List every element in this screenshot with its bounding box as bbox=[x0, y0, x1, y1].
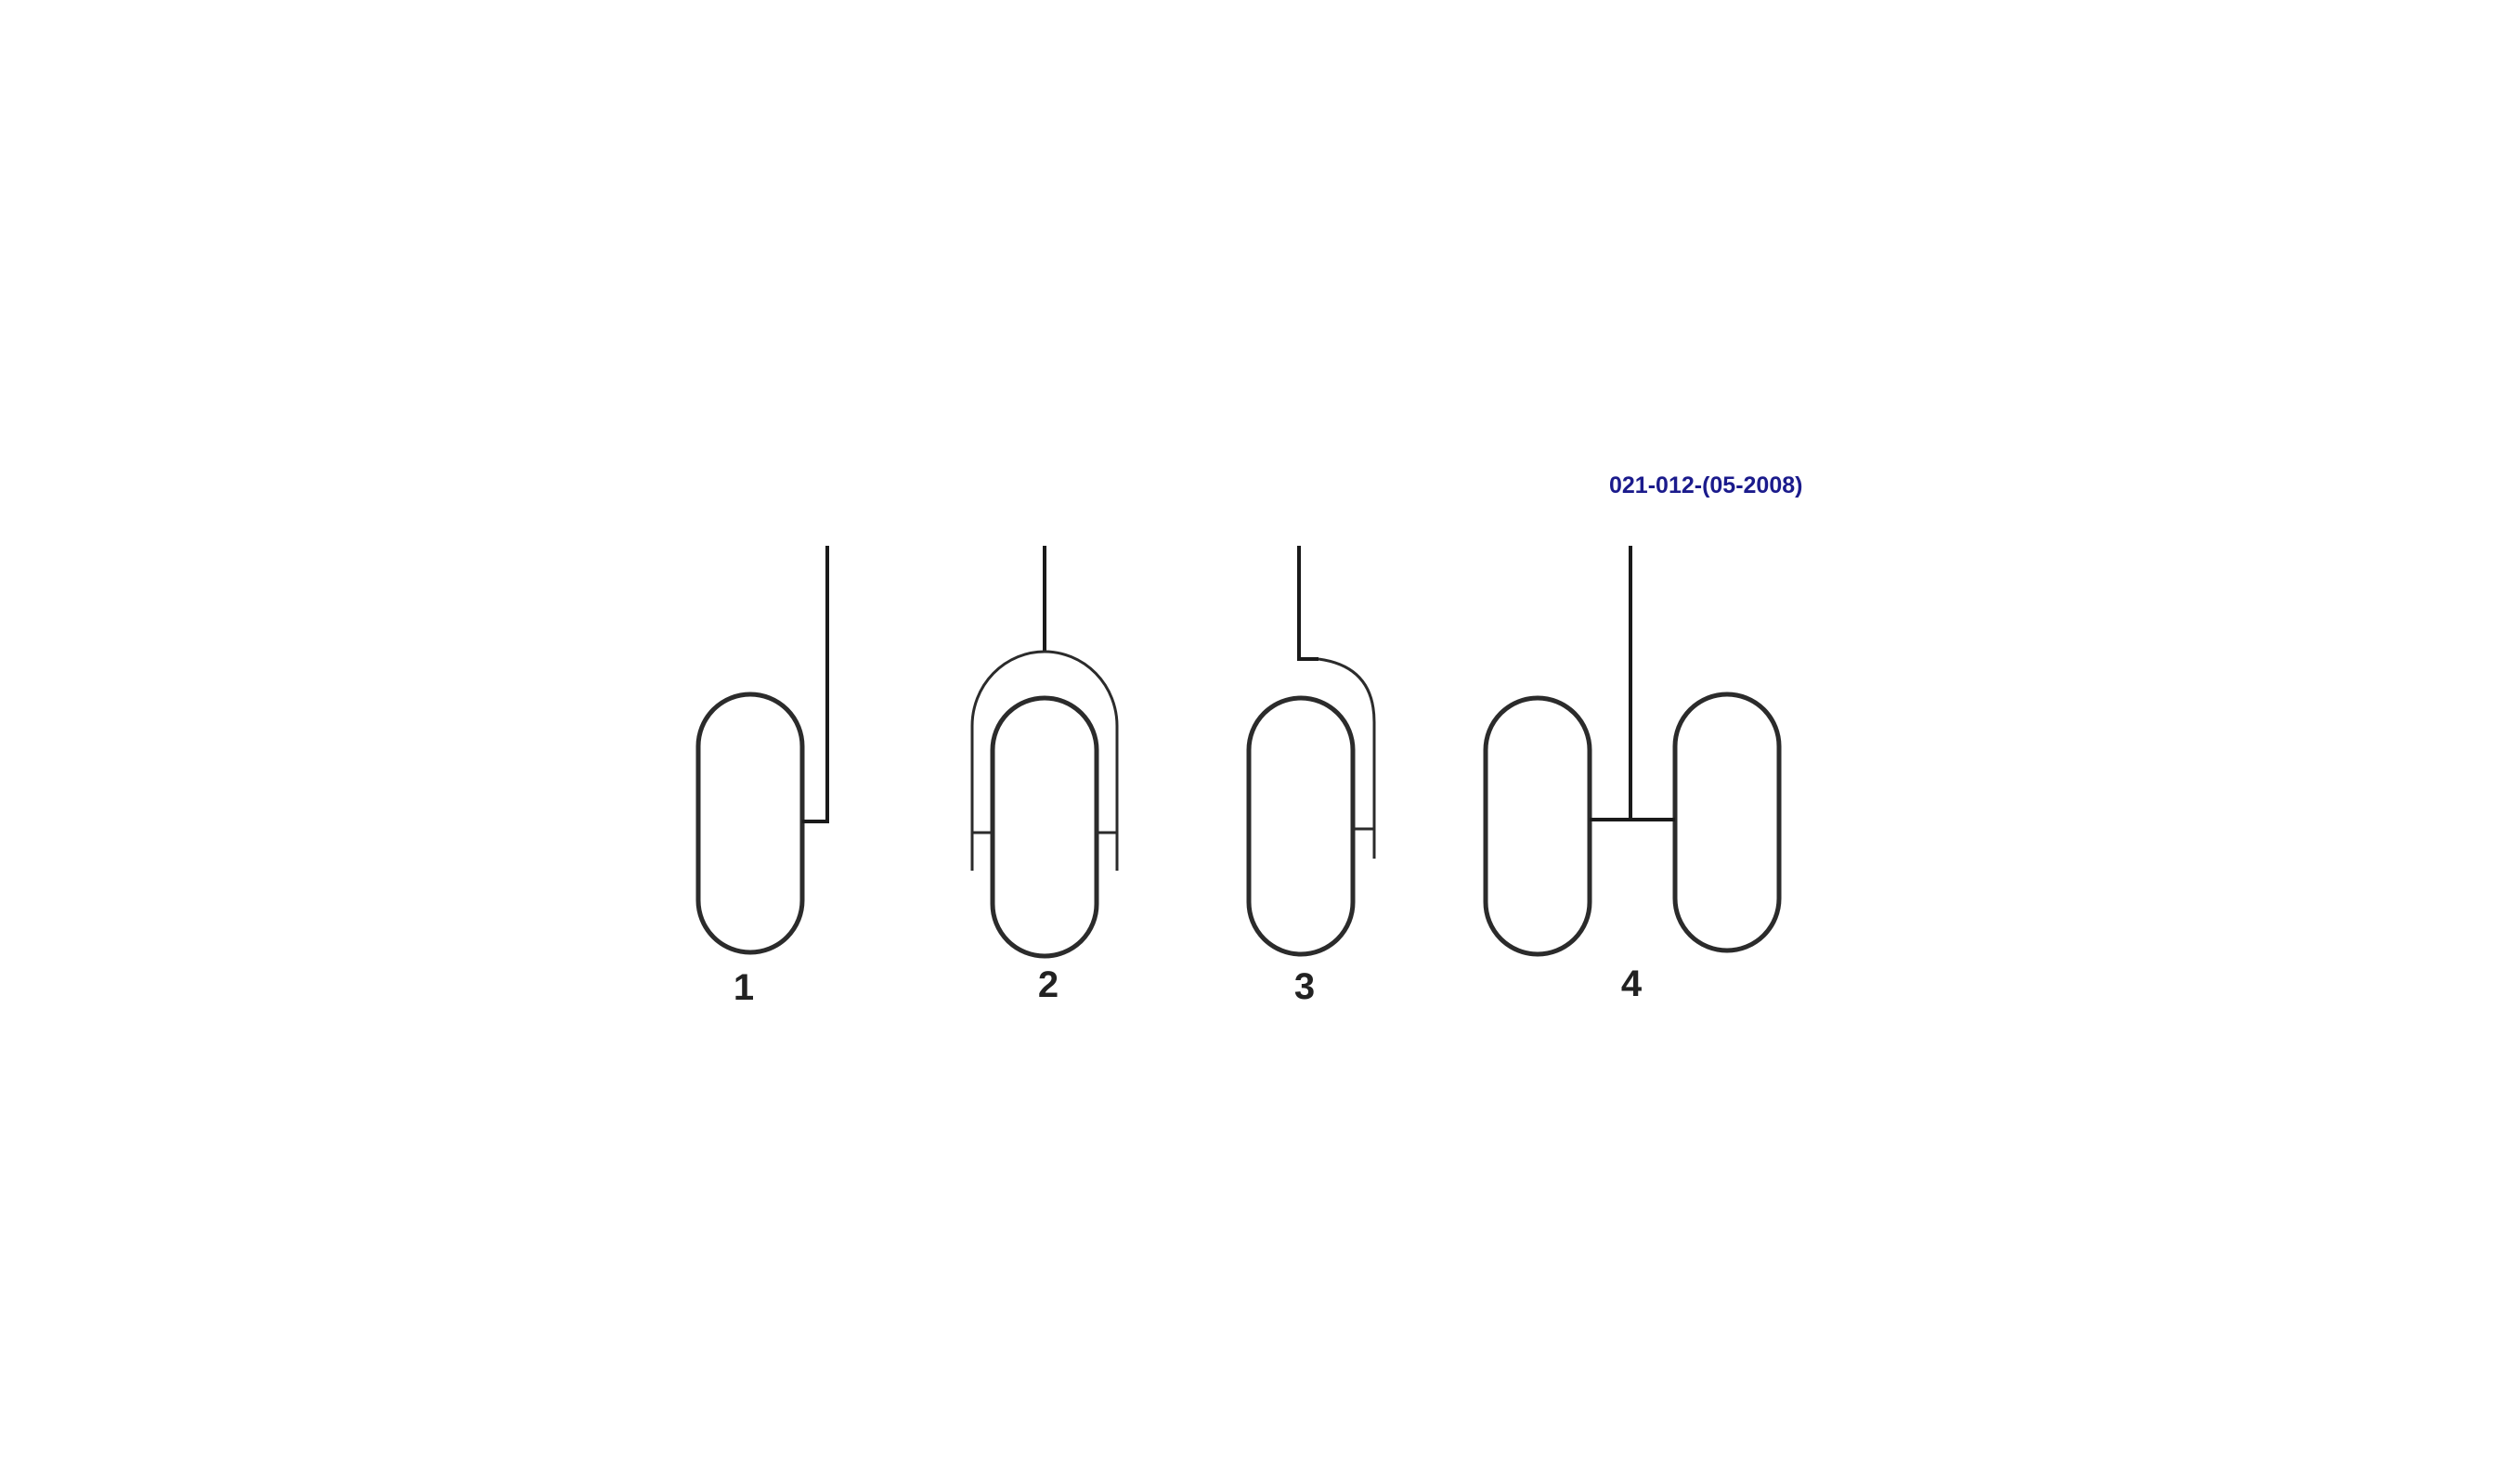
reference-code: 021-012-(05-2008) bbox=[1609, 472, 1802, 498]
configuration-4: 4 bbox=[1483, 546, 1782, 1004]
configuration-3: 3 bbox=[1246, 546, 1376, 1007]
configuration-2: 2 bbox=[970, 546, 1119, 1005]
strut bbox=[802, 546, 829, 823]
configuration-1: 1 bbox=[695, 546, 829, 1008]
wheel-left bbox=[1483, 695, 1592, 957]
configuration-label-1: 1 bbox=[734, 967, 754, 1008]
wheel-right bbox=[1672, 692, 1782, 953]
configuration-label-4: 4 bbox=[1621, 963, 1643, 1004]
half-fork bbox=[1318, 657, 1376, 859]
wheel bbox=[695, 692, 805, 955]
strut bbox=[1297, 546, 1318, 661]
fork bbox=[970, 650, 1119, 871]
wheel bbox=[990, 695, 1099, 959]
configuration-label-3: 3 bbox=[1294, 966, 1315, 1007]
wheel bbox=[1246, 695, 1356, 957]
configuration-label-2: 2 bbox=[1038, 964, 1059, 1005]
